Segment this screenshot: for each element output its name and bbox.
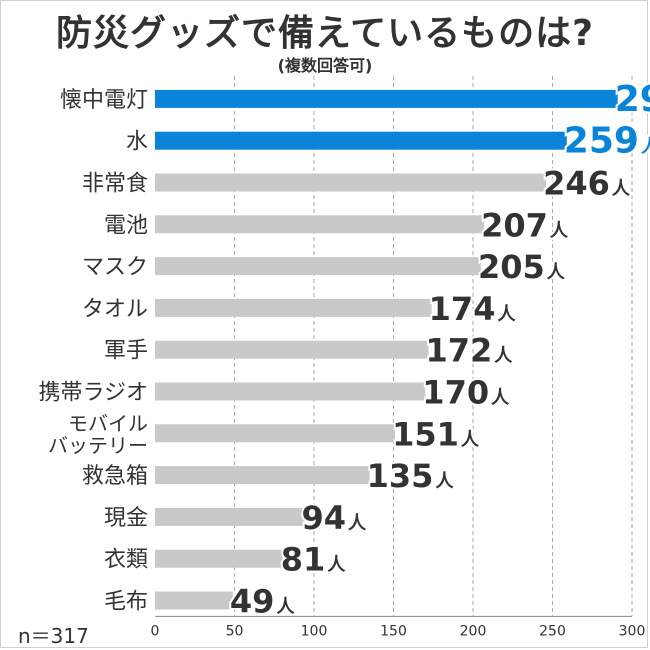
value-label: 81 人: [281, 541, 347, 579]
value-label: 205 人: [478, 248, 566, 286]
bar: [155, 382, 426, 401]
value-label: 94 人: [301, 499, 367, 537]
category-label: 救急箱: [82, 464, 148, 489]
bar: [155, 257, 481, 276]
category-label: モバイルバッテリー: [48, 411, 148, 457]
bar: [155, 89, 618, 108]
bar: [155, 549, 284, 568]
bar: [155, 591, 233, 610]
bar: [155, 507, 305, 526]
x-tick-label: 100: [301, 623, 328, 639]
sample-size-note: n＝317: [18, 624, 89, 648]
bar: [155, 173, 547, 192]
value-label: 172 人: [425, 332, 513, 370]
category-label: 水: [126, 130, 148, 155]
x-tick-label: 0: [151, 623, 160, 639]
bar: [155, 466, 370, 485]
category-label: タオル: [82, 297, 148, 322]
value-label: 246 人: [543, 165, 631, 203]
x-tick-label: 50: [226, 623, 244, 639]
chart-subtitle: (複数回答可): [277, 56, 373, 75]
chart-title: 防災グッズで備えているものは?: [55, 13, 595, 54]
value-label: 170 人: [422, 374, 510, 412]
value-label: 135 人: [367, 457, 455, 495]
value-label: 174 人: [429, 290, 517, 328]
value-label: 49 人: [230, 583, 296, 621]
bar: [155, 215, 485, 234]
value-label: 259 人: [564, 121, 650, 162]
x-tick-label: 200: [460, 623, 487, 639]
value-label: 207 人: [481, 206, 569, 244]
category-label: 携帯ラジオ: [38, 381, 148, 406]
bar: [155, 424, 396, 443]
category-label: 懐中電灯: [60, 88, 148, 113]
bar: [155, 131, 567, 150]
value-label: 291人: [615, 79, 650, 120]
bar: [155, 298, 432, 317]
value-label: 151 人: [392, 415, 480, 453]
category-label: 軍手: [104, 339, 148, 364]
x-tick-label: 300: [619, 623, 646, 639]
category-label: マスク: [82, 255, 148, 280]
category-label: 現金: [104, 506, 148, 531]
bar: [155, 340, 429, 359]
x-tick-label: 250: [539, 623, 566, 639]
category-label: 非常食: [82, 172, 148, 197]
category-label: 衣類: [104, 548, 148, 573]
category-label: 電池: [104, 213, 148, 238]
category-label: 毛布: [104, 590, 148, 615]
x-tick-label: 150: [380, 623, 407, 639]
